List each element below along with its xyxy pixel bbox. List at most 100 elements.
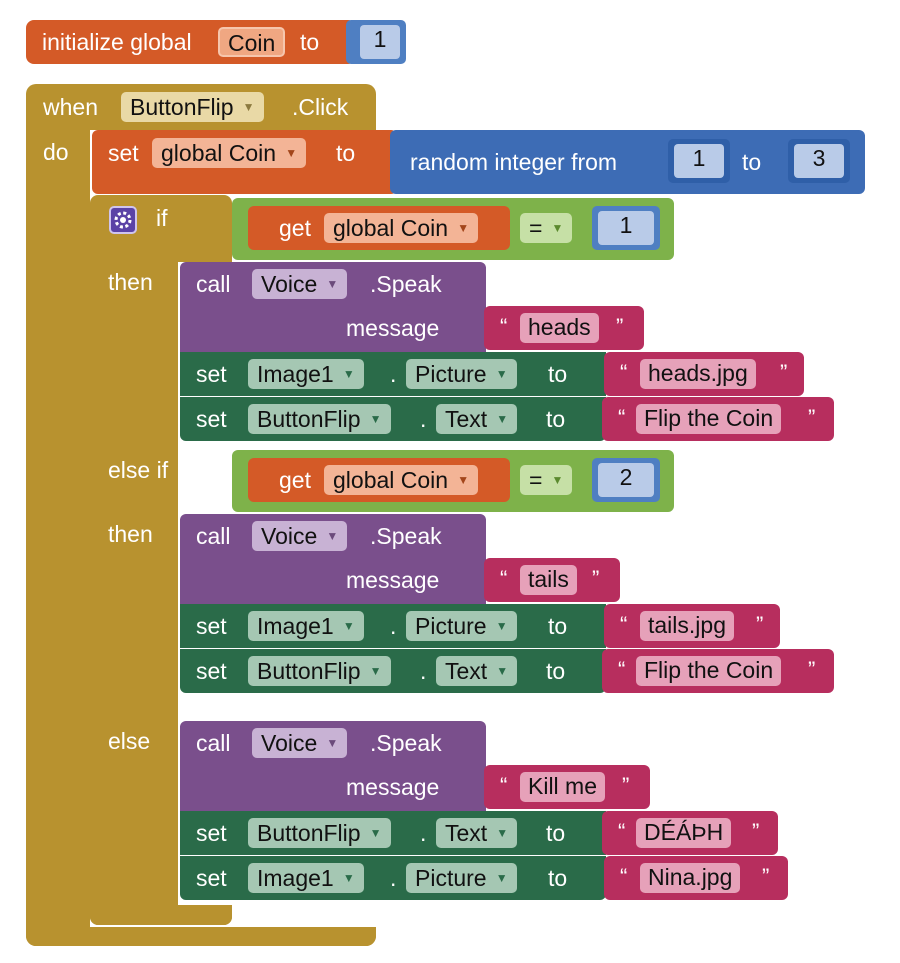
component-name: Image1 (257, 865, 334, 891)
dot-label: . (420, 820, 427, 846)
open-quote-icon: “ (500, 314, 508, 339)
call-voice-speak-block-1[interactable]: call Voice ▼ .Speak message (180, 262, 486, 354)
random-to-value[interactable]: 3 (794, 144, 844, 178)
set-buttonflip-text-block-2[interactable]: set ButtonFlip ▼ . Text ▼ to (180, 649, 606, 693)
voice-component-dropdown[interactable]: Voice ▼ (252, 521, 348, 551)
picture-text[interactable]: heads.jpg (640, 359, 756, 389)
component-dropdown[interactable]: Image1 ▼ (248, 863, 364, 893)
chevron-down-icon: ▼ (457, 221, 470, 235)
do-label: do (43, 139, 69, 165)
component-dropdown[interactable]: Image1 ▼ (248, 359, 364, 389)
close-quote-icon: ” (752, 819, 760, 844)
to-label: to (548, 613, 568, 639)
text-block-text-1[interactable]: “ Flip the Coin ” (602, 397, 834, 441)
set-label: set (108, 140, 139, 166)
component-dropdown[interactable]: ButtonFlip ▼ (248, 818, 391, 848)
set-image1-picture-block-3[interactable]: set Image1 ▼ . Picture ▼ to (180, 856, 606, 900)
chevron-down-icon: ▼ (369, 412, 382, 426)
compare-value-block-1[interactable]: 1 (592, 206, 660, 250)
operator-dropdown-2[interactable]: = ▼ (520, 465, 573, 495)
when-label: when (43, 94, 98, 120)
text-block-message-2[interactable]: “ tails ” (484, 558, 620, 602)
button-text[interactable]: DÉÁÞH (636, 818, 732, 848)
text-block-picture-1[interactable]: “ heads.jpg ” (604, 352, 804, 396)
set-to-label: to (336, 140, 356, 166)
set-label: set (196, 865, 227, 891)
chevron-down-icon: ▼ (342, 871, 355, 885)
chevron-down-icon: ▼ (326, 277, 339, 291)
button-text[interactable]: Flip the Coin (636, 404, 782, 434)
chevron-down-icon: ▼ (242, 100, 255, 114)
component-dropdown[interactable]: Image1 ▼ (248, 611, 364, 641)
operator-label: = (529, 467, 543, 493)
chevron-down-icon: ▼ (285, 146, 298, 160)
chevron-down-icon: ▼ (496, 412, 509, 426)
voice-component-dropdown[interactable]: Voice ▼ (252, 728, 348, 758)
property-dropdown[interactable]: Picture ▼ (406, 611, 517, 641)
message-text[interactable]: heads (520, 313, 599, 343)
get-global-coin-block-1[interactable]: get global Coin ▼ (248, 206, 510, 250)
call-voice-speak-block-3[interactable]: call Voice ▼ .Speak message (180, 721, 486, 813)
component-name: ButtonFlip (257, 406, 361, 432)
if-label: if (156, 205, 168, 231)
random-integer-block[interactable]: random integer from 1 to 3 (390, 130, 865, 194)
then-label-2: then (108, 521, 153, 547)
property-dropdown[interactable]: Text ▼ (436, 404, 518, 434)
text-block-picture-3[interactable]: “ Nina.jpg ” (604, 856, 788, 900)
set-global-coin-block[interactable]: set global Coin ▼ to (92, 130, 397, 194)
init-number-value[interactable]: 1 (360, 25, 400, 59)
get-variable-dropdown[interactable]: global Coin ▼ (324, 213, 479, 243)
event-component-dropdown[interactable]: ButtonFlip ▼ (121, 92, 264, 122)
operator-label: = (529, 215, 543, 241)
button-text[interactable]: Flip the Coin (636, 656, 782, 686)
chevron-down-icon: ▼ (342, 619, 355, 633)
get-variable-dropdown[interactable]: global Coin ▼ (324, 465, 479, 495)
initialize-global-block[interactable]: initialize global Coin to (26, 20, 356, 64)
set-label: set (196, 658, 227, 684)
message-text[interactable]: tails (520, 565, 577, 595)
text-block-message-1[interactable]: “ heads ” (484, 306, 644, 350)
set-label: set (196, 820, 227, 846)
voice-component-name: Voice (261, 730, 318, 756)
set-buttonflip-text-block-3[interactable]: set ButtonFlip ▼ . Text ▼ to (180, 811, 606, 855)
message-text[interactable]: Kill me (520, 772, 606, 802)
picture-text[interactable]: tails.jpg (640, 611, 734, 641)
compare-value[interactable]: 1 (598, 211, 654, 245)
compare-value[interactable]: 2 (598, 463, 654, 497)
text-block-text-3[interactable]: “ DÉÁÞH ” (602, 811, 778, 855)
text-block-message-3[interactable]: “ Kill me ” (484, 765, 650, 809)
set-variable-dropdown[interactable]: global Coin ▼ (152, 138, 307, 168)
voice-component-dropdown[interactable]: Voice ▼ (252, 269, 348, 299)
voice-component-name: Voice (261, 271, 318, 297)
random-from-value[interactable]: 1 (674, 144, 724, 178)
compare-value-block-2[interactable]: 2 (592, 458, 660, 502)
chevron-down-icon: ▼ (326, 529, 339, 543)
component-dropdown[interactable]: ButtonFlip ▼ (248, 656, 391, 686)
set-image1-picture-block-1[interactable]: set Image1 ▼ . Picture ▼ to (180, 352, 606, 396)
chevron-down-icon: ▼ (495, 367, 508, 381)
call-voice-speak-block-2[interactable]: call Voice ▼ .Speak message (180, 514, 486, 606)
call-label: call (196, 730, 231, 756)
close-quote-icon: ” (808, 405, 816, 430)
init-number-block[interactable]: 1 (346, 20, 406, 64)
set-buttonflip-text-block-1[interactable]: set ButtonFlip ▼ . Text ▼ to (180, 397, 606, 441)
text-block-picture-2[interactable]: “ tails.jpg ” (604, 604, 780, 648)
component-dropdown[interactable]: ButtonFlip ▼ (248, 404, 391, 434)
text-block-text-2[interactable]: “ Flip the Coin ” (602, 649, 834, 693)
else-if-label: else if (108, 457, 169, 483)
chevron-down-icon: ▼ (496, 826, 509, 840)
gear-icon[interactable] (109, 206, 137, 234)
operator-dropdown-1[interactable]: = ▼ (520, 213, 573, 243)
random-from-block[interactable]: 1 (668, 139, 730, 183)
property-dropdown[interactable]: Text ▼ (436, 656, 518, 686)
set-image1-picture-block-2[interactable]: set Image1 ▼ . Picture ▼ to (180, 604, 606, 648)
random-to-block[interactable]: 3 (788, 139, 850, 183)
property-dropdown[interactable]: Text ▼ (436, 818, 518, 848)
initialize-label: initialize global (42, 29, 192, 55)
variable-name-field[interactable]: Coin (218, 27, 286, 57)
picture-text[interactable]: Nina.jpg (640, 863, 741, 893)
property-dropdown[interactable]: Picture ▼ (406, 359, 517, 389)
get-global-coin-block-2[interactable]: get global Coin ▼ (248, 458, 510, 502)
set-label: set (196, 406, 227, 432)
property-dropdown[interactable]: Picture ▼ (406, 863, 517, 893)
